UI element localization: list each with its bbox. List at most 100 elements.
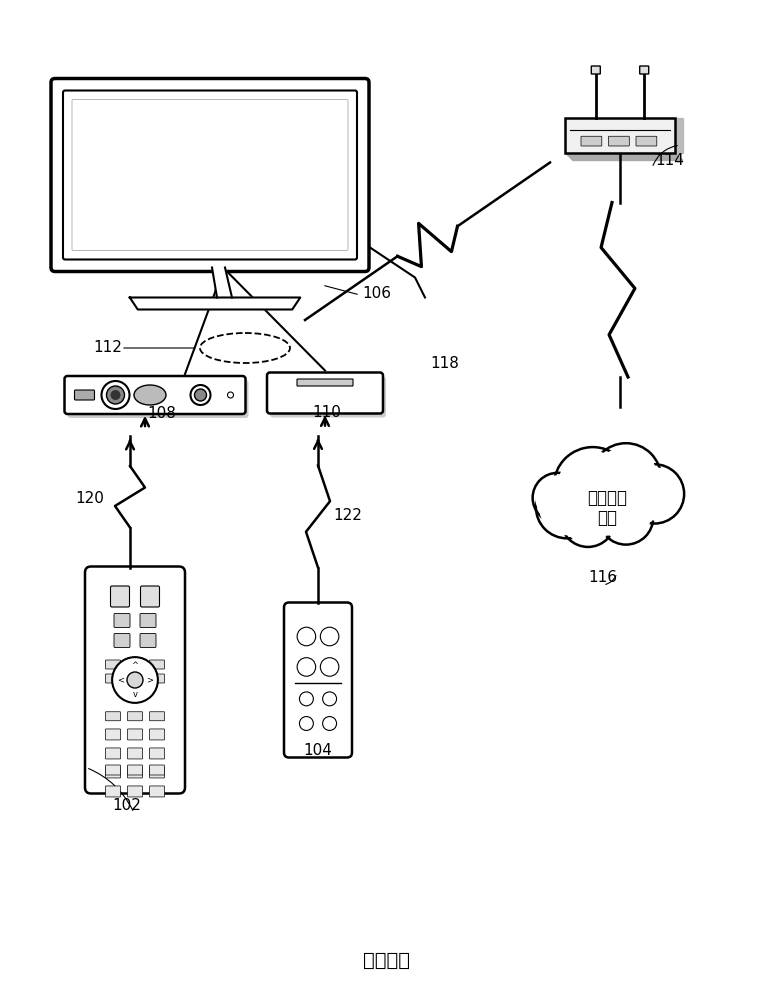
Text: 服务: 服务 — [597, 509, 617, 527]
Circle shape — [127, 672, 143, 688]
FancyBboxPatch shape — [591, 66, 601, 74]
Text: 114: 114 — [655, 153, 684, 168]
Circle shape — [594, 447, 658, 510]
Text: v: v — [133, 690, 137, 699]
Text: >: > — [146, 676, 153, 684]
FancyBboxPatch shape — [141, 586, 160, 607]
FancyBboxPatch shape — [106, 674, 120, 683]
Circle shape — [323, 717, 337, 730]
FancyBboxPatch shape — [284, 602, 352, 758]
FancyBboxPatch shape — [127, 729, 143, 740]
Text: 116: 116 — [588, 570, 617, 585]
FancyBboxPatch shape — [63, 91, 357, 259]
Circle shape — [300, 692, 313, 706]
FancyBboxPatch shape — [297, 379, 353, 386]
FancyBboxPatch shape — [565, 117, 675, 152]
FancyBboxPatch shape — [270, 376, 386, 418]
FancyBboxPatch shape — [106, 712, 120, 721]
FancyBboxPatch shape — [110, 586, 130, 607]
FancyBboxPatch shape — [65, 376, 245, 414]
Text: <: < — [117, 676, 124, 684]
Polygon shape — [565, 152, 683, 160]
FancyBboxPatch shape — [106, 748, 120, 759]
FancyBboxPatch shape — [106, 767, 120, 778]
Circle shape — [228, 392, 233, 398]
Text: 112: 112 — [93, 340, 122, 356]
Circle shape — [554, 447, 631, 525]
Circle shape — [591, 443, 661, 513]
Circle shape — [320, 627, 339, 646]
FancyBboxPatch shape — [85, 566, 185, 794]
Circle shape — [539, 479, 595, 535]
Text: 118: 118 — [430, 356, 459, 371]
Text: ^: ^ — [131, 661, 138, 670]
Circle shape — [557, 451, 628, 521]
Circle shape — [599, 490, 653, 545]
Circle shape — [110, 390, 120, 400]
FancyBboxPatch shape — [150, 660, 164, 669]
Text: 104: 104 — [303, 743, 332, 758]
Circle shape — [101, 381, 130, 409]
FancyBboxPatch shape — [72, 100, 348, 250]
FancyBboxPatch shape — [581, 136, 602, 146]
Circle shape — [533, 473, 583, 523]
Text: 现有技术: 现有技术 — [363, 950, 409, 970]
FancyBboxPatch shape — [640, 66, 648, 74]
Circle shape — [112, 657, 158, 703]
FancyBboxPatch shape — [127, 765, 143, 775]
FancyBboxPatch shape — [608, 136, 629, 146]
Circle shape — [628, 467, 681, 521]
FancyBboxPatch shape — [267, 372, 383, 414]
FancyBboxPatch shape — [127, 748, 143, 759]
Text: 122: 122 — [333, 508, 362, 523]
Circle shape — [320, 658, 339, 676]
Circle shape — [297, 627, 316, 646]
FancyBboxPatch shape — [106, 786, 120, 797]
FancyBboxPatch shape — [106, 660, 120, 669]
Circle shape — [625, 464, 684, 524]
FancyBboxPatch shape — [127, 712, 143, 721]
FancyBboxPatch shape — [106, 765, 120, 775]
Circle shape — [601, 493, 651, 542]
Polygon shape — [130, 298, 300, 310]
Text: 102: 102 — [112, 798, 141, 813]
FancyBboxPatch shape — [150, 729, 164, 740]
Circle shape — [564, 495, 612, 544]
FancyBboxPatch shape — [127, 674, 143, 683]
FancyBboxPatch shape — [150, 674, 164, 683]
Polygon shape — [675, 117, 683, 152]
FancyBboxPatch shape — [150, 767, 164, 778]
FancyBboxPatch shape — [636, 136, 657, 146]
Circle shape — [107, 386, 124, 404]
FancyBboxPatch shape — [140, 613, 156, 628]
FancyBboxPatch shape — [127, 786, 143, 797]
FancyBboxPatch shape — [75, 390, 94, 400]
Text: 语音处理: 语音处理 — [587, 489, 627, 507]
Text: 110: 110 — [312, 405, 341, 420]
Circle shape — [560, 492, 615, 547]
FancyBboxPatch shape — [114, 634, 130, 648]
Circle shape — [191, 385, 211, 405]
FancyBboxPatch shape — [150, 748, 164, 759]
Text: 120: 120 — [75, 491, 104, 506]
FancyBboxPatch shape — [150, 765, 164, 775]
Text: 106: 106 — [362, 286, 391, 300]
Text: 108: 108 — [147, 406, 176, 421]
Circle shape — [195, 389, 206, 401]
FancyBboxPatch shape — [106, 729, 120, 740]
Circle shape — [297, 658, 316, 676]
Circle shape — [300, 717, 313, 730]
Circle shape — [323, 692, 337, 706]
Circle shape — [535, 475, 580, 520]
FancyBboxPatch shape — [150, 786, 164, 797]
Polygon shape — [212, 267, 232, 298]
FancyBboxPatch shape — [150, 712, 164, 721]
FancyBboxPatch shape — [127, 660, 143, 669]
Circle shape — [536, 476, 598, 538]
Ellipse shape — [134, 385, 166, 405]
FancyBboxPatch shape — [67, 380, 249, 418]
FancyBboxPatch shape — [140, 634, 156, 648]
FancyBboxPatch shape — [114, 613, 130, 628]
FancyBboxPatch shape — [51, 79, 369, 271]
FancyBboxPatch shape — [127, 767, 143, 778]
